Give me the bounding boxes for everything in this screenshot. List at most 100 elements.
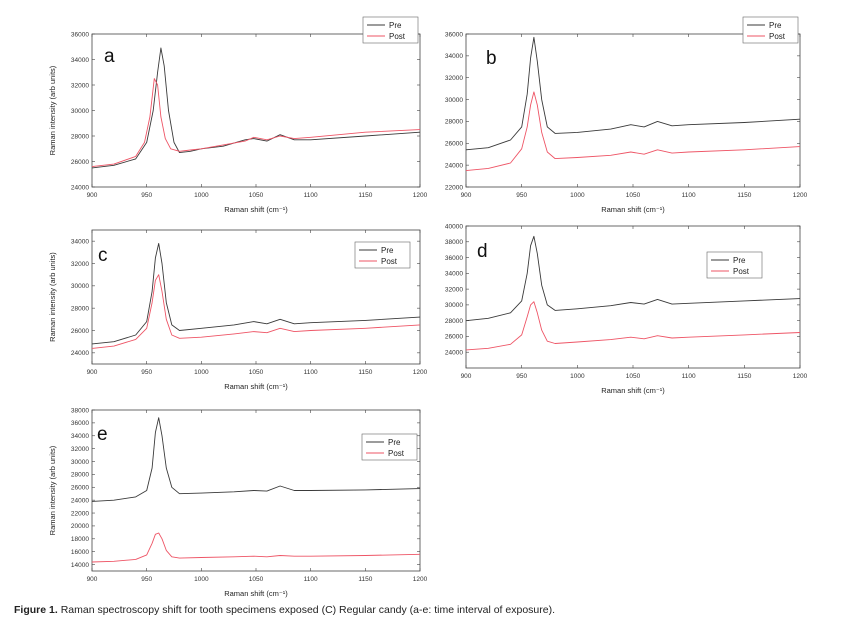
chart-panel-d: 900 950 1000 1050 1100 1150 1200 24000 26000 2800… [445,223,808,395]
y-tick-label: 30000 [71,459,89,466]
x-axis-label: Raman shift (cm⁻¹) [601,386,665,395]
panel-label: c [98,245,108,266]
panel-label: e [97,424,108,445]
x-tick-label: 1050 [249,192,264,199]
legend-label-post: Post [389,32,406,41]
y-tick-label: 32000 [71,446,89,453]
chart-panel-a: 900 950 1000 1050 1100 1150 1200 24000 26000 2800… [48,16,428,214]
legend-label-post: Post [381,257,398,266]
y-tick-label: 36000 [71,420,89,427]
x-tick-label: 950 [141,369,152,376]
plot-frame [465,33,801,188]
y-tick-label: 34000 [445,271,463,278]
x-tick-label: 900 [87,192,98,199]
y-tick-label: 38000 [71,407,89,414]
y-tick-label: 18000 [71,536,89,543]
x-tick-label: 900 [87,369,98,376]
x-tick-label: 1050 [249,576,264,583]
legend: Pre Post [742,16,799,44]
y-tick-label: 16000 [71,549,89,556]
caption-label: Figure 1. [14,604,58,616]
y-tick-label: 34000 [71,238,89,245]
y-tick-label: 30000 [445,97,463,104]
y-tick-label: 32000 [71,261,89,268]
x-tick-label: 1150 [358,369,372,376]
y-tick-label: 24000 [71,497,89,504]
x-tick-label: 1000 [194,576,209,583]
x-tick-label: 1000 [570,192,585,199]
x-tick-label: 1000 [194,369,209,376]
x-tick-label: 1200 [413,369,428,376]
y-tick-label: 36000 [445,255,463,262]
y-tick-label: 30000 [71,283,89,290]
figure-canvas: 900 950 1000 1050 1100 1150 1200 24000 26000 2800… [48,16,808,598]
y-tick-label: 24000 [71,184,89,191]
plot-frame [465,225,801,369]
x-tick-label: 1100 [304,576,318,583]
series-line-post [91,532,421,563]
y-tick-label: 24000 [445,350,463,357]
x-tick-label: 1200 [793,192,808,199]
figure-caption: Figure 1. Raman spectroscopy shift for t… [14,604,844,616]
y-tick-label: 22000 [445,184,463,191]
series-line-post [91,274,421,349]
y-tick-label: 34000 [71,57,89,64]
y-tick-label: 32000 [445,286,463,293]
legend-label-post: Post [769,32,786,41]
series-line-pre [465,235,801,322]
legend-label-post: Post [388,449,405,458]
y-axis-label: Raman intensity (arb units) [48,252,57,342]
legend-box [742,16,799,44]
panel-label: d [477,241,488,262]
legend: Pre Post [706,251,763,279]
x-tick-label: 1200 [413,192,428,199]
y-tick-label: 26000 [445,334,463,341]
x-tick-label: 900 [461,373,472,380]
legend-box [362,16,419,44]
legend: Pre Post [354,241,411,269]
legend: Pre Post [362,16,419,44]
series-line-pre [91,242,421,345]
series-line-pre [465,36,801,151]
legend-box [706,251,763,279]
y-tick-label: 24000 [445,162,463,169]
x-tick-label: 1200 [793,373,808,380]
legend: Pre Post [361,433,418,461]
x-tick-label: 1050 [249,369,264,376]
y-tick-label: 36000 [71,31,89,38]
panel-label: a [104,46,115,67]
x-tick-label: 1200 [413,576,428,583]
y-tick-label: 28000 [445,318,463,325]
y-tick-label: 26000 [445,141,463,148]
series-line-pre [91,417,421,502]
plot-frame [91,33,421,188]
x-tick-label: 950 [141,576,152,583]
y-tick-label: 40000 [445,223,463,230]
x-tick-label: 950 [516,373,527,380]
x-tick-label: 1000 [194,192,209,199]
x-tick-label: 1150 [737,373,751,380]
x-tick-label: 1150 [737,192,751,199]
x-tick-label: 1000 [570,373,585,380]
x-tick-label: 1050 [626,192,641,199]
series-line-post [465,91,801,172]
chart-panel-b: 900 950 1000 1050 1100 1150 1200 22000 24000 2600… [445,16,808,214]
x-tick-label: 900 [87,576,98,583]
y-tick-label: 14000 [71,562,89,569]
legend-label-post: Post [733,267,750,276]
x-tick-label: 1150 [358,192,372,199]
x-tick-label: 1100 [682,192,696,199]
x-tick-label: 950 [141,192,152,199]
chart-panel-c: 900 950 1000 1050 1100 1150 1200 24000 26000 2800… [48,229,428,391]
y-tick-label: 34000 [445,53,463,60]
x-axis-label: Raman shift (cm⁻¹) [601,205,665,214]
y-tick-label: 26000 [71,485,89,492]
x-tick-label: 950 [516,192,527,199]
legend-label-pre: Pre [381,246,394,255]
legend-label-pre: Pre [389,21,402,30]
y-tick-label: 28000 [445,119,463,126]
x-axis-label: Raman shift (cm⁻¹) [224,589,288,598]
x-tick-label: 900 [461,192,472,199]
y-tick-label: 26000 [71,159,89,166]
y-tick-label: 28000 [71,472,89,479]
